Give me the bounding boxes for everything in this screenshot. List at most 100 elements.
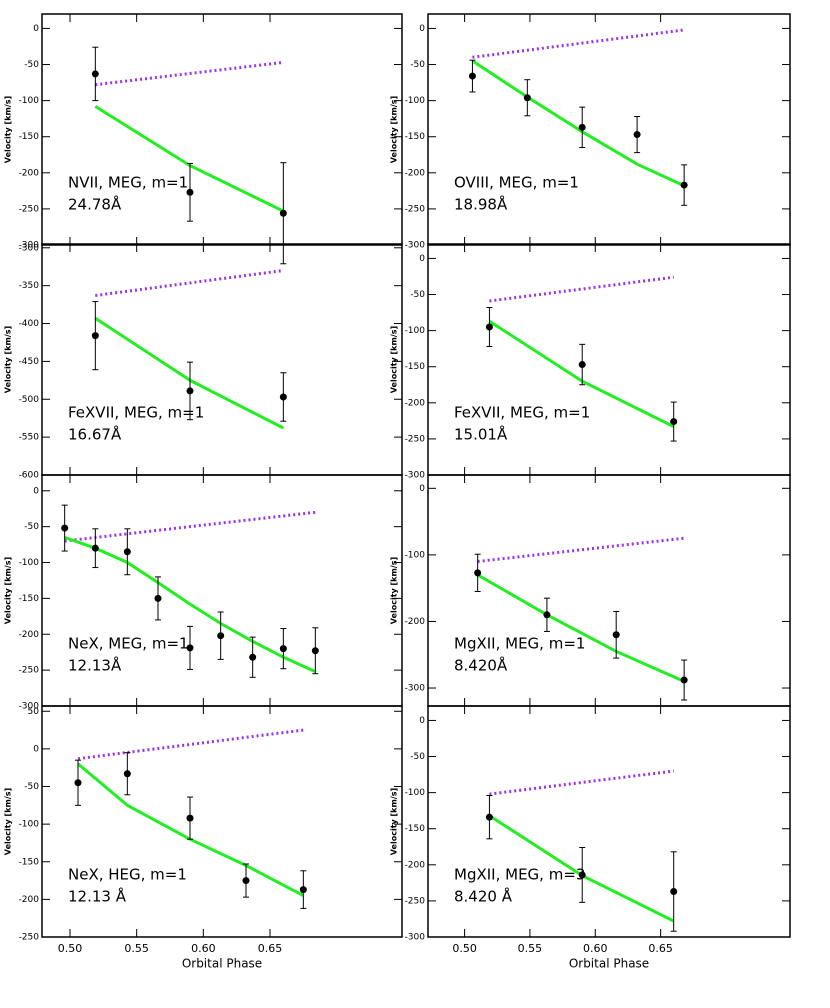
- y-tick-label: 0: [419, 484, 425, 494]
- y-tick-label: 0: [33, 744, 39, 754]
- x-tick-label: 0.55: [518, 942, 543, 955]
- panel-annotation: MgXII, MEG, m=1: [454, 635, 585, 653]
- y-axis-label: Velocity [km/s]: [390, 96, 399, 163]
- y-tick-label: -100: [19, 820, 40, 830]
- panel-annotation: OVIII, MEG, m=1: [454, 174, 579, 192]
- x-tick-label: 0.50: [58, 942, 83, 955]
- y-tick-label: -200: [405, 860, 426, 870]
- y-tick-label: -50: [24, 60, 39, 70]
- y-tick-label: 0: [33, 486, 39, 496]
- x-tick-label: 0.60: [191, 942, 216, 955]
- y-tick-label: -450: [19, 357, 40, 367]
- y-tick-label: -200: [19, 630, 40, 640]
- y-axis-label: Velocity [km/s]: [390, 326, 399, 393]
- data-point: [578, 123, 586, 131]
- data-point: [279, 209, 287, 217]
- data-point: [523, 94, 531, 102]
- y-tick-label: -550: [19, 433, 40, 443]
- y-axis-label: Velocity [km/s]: [390, 557, 399, 624]
- panel-annotation: 18.98Å: [454, 195, 508, 214]
- y-tick-label: 50: [28, 707, 40, 717]
- y-tick-label: -150: [405, 132, 426, 142]
- data-point: [74, 779, 82, 787]
- panel-annotation: MgXII, MEG, m=3: [454, 866, 585, 884]
- y-tick-label: -300: [405, 471, 426, 481]
- plot-frame: [427, 705, 791, 938]
- model-line: [471, 59, 685, 188]
- data-point: [612, 631, 620, 639]
- data-point: [299, 886, 307, 894]
- plot-frame: [427, 13, 791, 246]
- y-tick-label: -300: [19, 241, 40, 251]
- y-tick-label: -500: [19, 395, 40, 405]
- dotted-model-line: [77, 728, 304, 761]
- y-axis-label: Velocity [km/s]: [390, 788, 399, 855]
- dotted-model-line: [472, 28, 685, 59]
- data-point: [311, 647, 319, 655]
- data-point: [474, 569, 482, 577]
- y-tick-label: -300: [19, 702, 40, 712]
- data-point: [154, 594, 162, 602]
- y-tick-label: -400: [19, 319, 40, 329]
- y-tick-label: -300: [405, 241, 426, 251]
- data-point: [578, 871, 586, 879]
- y-tick-label: -250: [405, 896, 426, 906]
- x-tick-label: 0.65: [258, 942, 283, 955]
- y-tick-label: 0: [33, 24, 39, 34]
- y-tick-label: -300: [405, 933, 426, 943]
- y-axis-label: Velocity [km/s]: [4, 326, 13, 393]
- panel-annotation: NeX, MEG, m=1: [68, 635, 189, 653]
- data-point: [680, 676, 688, 684]
- x-tick-label: 0.65: [648, 942, 673, 955]
- y-tick-label: -300: [405, 684, 426, 694]
- panel-annotation: FeXVII, MEG, m=1: [68, 404, 204, 422]
- x-axis-label: Orbital Phase: [182, 957, 262, 971]
- y-tick-label: -100: [405, 326, 426, 336]
- y-tick-label: -150: [19, 594, 40, 604]
- panel-annotation: 8.420Å: [454, 656, 508, 675]
- y-tick-label: 0: [419, 24, 425, 34]
- y-tick-label: -250: [19, 666, 40, 676]
- data-point: [91, 70, 99, 78]
- y-tick-label: -300: [19, 243, 40, 253]
- x-tick-label: 0.50: [452, 942, 477, 955]
- y-tick-label: -50: [24, 782, 39, 792]
- model-line: [64, 535, 316, 673]
- panel-annotation: FeXVII, MEG, m=1: [454, 404, 590, 422]
- data-point: [91, 332, 99, 340]
- data-point: [279, 645, 287, 653]
- dotted-model-line: [489, 275, 674, 303]
- data-point: [670, 418, 678, 426]
- panel-annotation: NVII, MEG, m=1: [68, 174, 188, 192]
- data-point: [633, 131, 641, 139]
- y-tick-label: -350: [19, 281, 40, 291]
- panel-annotation: 16.67Å: [68, 425, 122, 444]
- plot-frame: [41, 13, 403, 246]
- dotted-model-line: [489, 769, 674, 796]
- data-point: [543, 611, 551, 619]
- y-tick-label: 0: [419, 254, 425, 264]
- y-tick-label: -150: [405, 824, 426, 834]
- y-tick-label: -50: [410, 290, 425, 300]
- x-tick-label: 0.60: [583, 942, 608, 955]
- data-point: [186, 387, 194, 395]
- data-point: [91, 544, 99, 552]
- y-tick-label: -200: [405, 398, 426, 408]
- data-point: [670, 888, 678, 896]
- dotted-model-line: [95, 60, 284, 87]
- y-tick-label: -250: [405, 204, 426, 214]
- data-point: [249, 653, 257, 661]
- y-tick-label: -250: [19, 204, 40, 214]
- data-point: [680, 181, 688, 189]
- y-tick-label: -100: [19, 558, 40, 568]
- y-tick-label: -50: [410, 60, 425, 70]
- y-tick-label: -100: [19, 96, 40, 106]
- data-point: [186, 644, 194, 652]
- dotted-model-line: [95, 269, 284, 297]
- y-axis-label: Velocity [km/s]: [4, 788, 13, 855]
- data-point: [279, 393, 287, 401]
- y-tick-label: -250: [19, 933, 40, 943]
- data-point: [123, 548, 131, 556]
